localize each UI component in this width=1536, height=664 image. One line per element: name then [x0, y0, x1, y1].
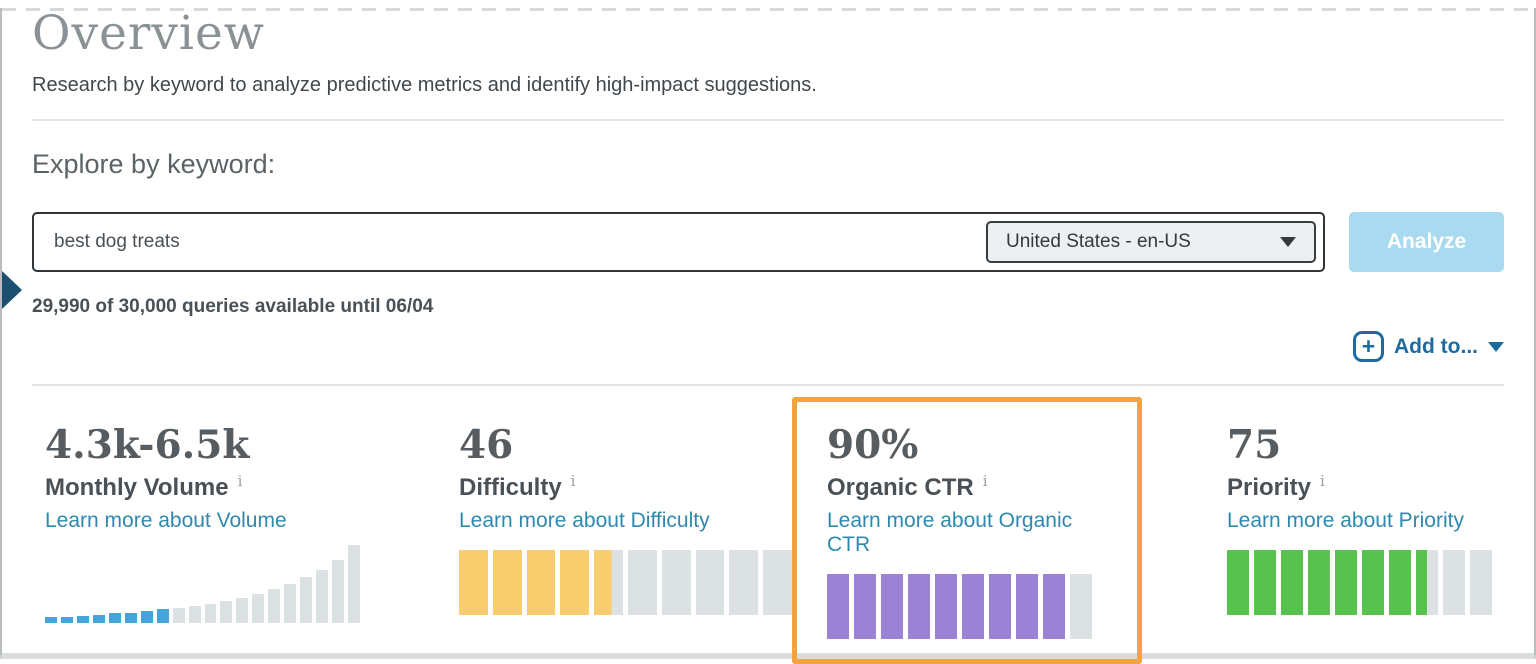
add-to-row: + Add to... [32, 328, 1504, 366]
metric-label: Organic CTR [827, 473, 974, 501]
chart-bar [252, 593, 265, 623]
gauge-segment [1281, 549, 1303, 615]
divider-metrics [32, 383, 1504, 386]
gauge-segment [492, 549, 522, 615]
gauge-segment [1227, 549, 1249, 615]
metric-value: 46 [459, 421, 514, 468]
info-icon[interactable]: i [570, 471, 576, 490]
divider-top [32, 118, 1504, 121]
plus-icon[interactable]: + [1353, 331, 1385, 363]
add-to-button[interactable]: Add to... [1394, 334, 1478, 358]
chart-bar [108, 613, 121, 623]
gauge-segment [526, 549, 556, 615]
chart-bar [284, 583, 297, 623]
gauge-segment [1308, 549, 1330, 615]
explore-heading: Explore by keyword: [32, 148, 276, 179]
gauge-segment [962, 573, 984, 639]
organic-ctr-gauge [827, 573, 1092, 639]
metric-card-difficulty: 46 Difficulty i Learn more about Difficu… [459, 397, 792, 615]
metric-label: Difficulty [459, 473, 562, 501]
gauge-segment [1043, 573, 1065, 639]
locale-select[interactable]: United States - en-US [986, 220, 1316, 263]
gauge-segment [908, 573, 930, 639]
chart-bar [172, 607, 185, 623]
metrics-row: 4.3k-6.5k Monthly Volume i Learn more ab… [32, 396, 1504, 664]
chart-bar [268, 589, 281, 623]
metric-card-priority: 75 Priority i Learn more about Priority [1227, 397, 1492, 615]
gauge-segment [763, 549, 792, 615]
gauge-segment [459, 549, 488, 615]
learn-more-organic-ctr-link[interactable]: Learn more about Organic CTR [827, 508, 1073, 556]
quota-text: 29,990 of 30,000 queries available until… [32, 295, 434, 317]
info-icon[interactable]: i [982, 471, 988, 490]
chart-bar [60, 617, 73, 623]
metric-value: 90% [827, 421, 919, 468]
learn-more-difficulty-link[interactable]: Learn more about Difficulty [459, 508, 710, 532]
gauge-segment [854, 573, 876, 639]
metric-card-organic-ctr: 90% Organic CTR i Learn more about Organ… [827, 421, 1092, 639]
gauge-segment [560, 549, 590, 615]
gauge-segment [1335, 549, 1357, 615]
gauge-segment [1070, 573, 1092, 639]
chart-bar [204, 603, 217, 623]
chart-bar [92, 614, 105, 623]
chart-bar [236, 597, 249, 623]
metric-value: 75 [1227, 421, 1282, 468]
gauge-segment [1389, 549, 1411, 615]
learn-more-priority-link[interactable]: Learn more about Priority [1227, 508, 1464, 532]
volume-trend-chart [45, 544, 361, 623]
analyze-button[interactable]: Analyze [1349, 211, 1504, 272]
page-subtitle: Research by keyword to analyze predictiv… [32, 73, 817, 96]
pointer-arrow-icon [2, 271, 22, 309]
chart-bar [348, 544, 361, 623]
info-icon[interactable]: i [1320, 471, 1325, 490]
chart-bar [332, 560, 345, 623]
gauge-segment [881, 573, 903, 639]
gauge-segment [729, 549, 759, 615]
gauge-segment [1254, 549, 1276, 615]
chart-bar [140, 610, 153, 623]
chart-bar [45, 617, 57, 623]
gauge-segment [661, 549, 691, 615]
organic-ctr-highlight-box: 90% Organic CTR i Learn more about Organ… [792, 396, 1142, 664]
screenshot-top-edge [2, 8, 1534, 11]
gauge-segment [594, 549, 623, 615]
gauge-segment [1362, 549, 1384, 615]
gauge-segment [1416, 549, 1438, 615]
chart-bar [124, 613, 137, 623]
gauge-segment [827, 573, 849, 639]
gauge-segment [1470, 549, 1492, 615]
learn-more-volume-link[interactable]: Learn more about Volume [45, 508, 287, 532]
info-icon[interactable]: i [237, 471, 243, 490]
page-title: Overview [32, 6, 265, 61]
locale-select-value: United States - en-US [1006, 230, 1191, 252]
gauge-segment [989, 573, 1011, 639]
metric-card-monthly-volume: 4.3k-6.5k Monthly Volume i Learn more ab… [32, 397, 459, 623]
gauge-segment [627, 549, 657, 615]
chart-bar [316, 569, 329, 623]
metric-label: Monthly Volume [45, 473, 229, 501]
chevron-down-icon [1280, 236, 1296, 247]
chart-bar [156, 609, 169, 623]
chart-bar [76, 615, 89, 623]
chart-bar [300, 577, 313, 623]
gauge-segment [935, 573, 957, 639]
gauge-segment [1016, 573, 1038, 639]
difficulty-gauge [459, 549, 792, 615]
chart-bar [188, 606, 201, 623]
keyword-search-box[interactable]: United States - en-US [32, 211, 1325, 272]
page: Overview Research by keyword to analyze … [2, 8, 1534, 664]
priority-gauge [1227, 549, 1492, 615]
gauge-segment [695, 549, 725, 615]
gauge-segment [1443, 549, 1465, 615]
metric-label: Priority [1227, 473, 1312, 501]
search-row: United States - en-US Analyze [32, 211, 1504, 272]
keyword-input[interactable] [34, 230, 808, 253]
chart-bar [220, 600, 233, 623]
chevron-down-icon[interactable] [1488, 341, 1504, 352]
metric-value: 4.3k-6.5k [45, 421, 250, 468]
